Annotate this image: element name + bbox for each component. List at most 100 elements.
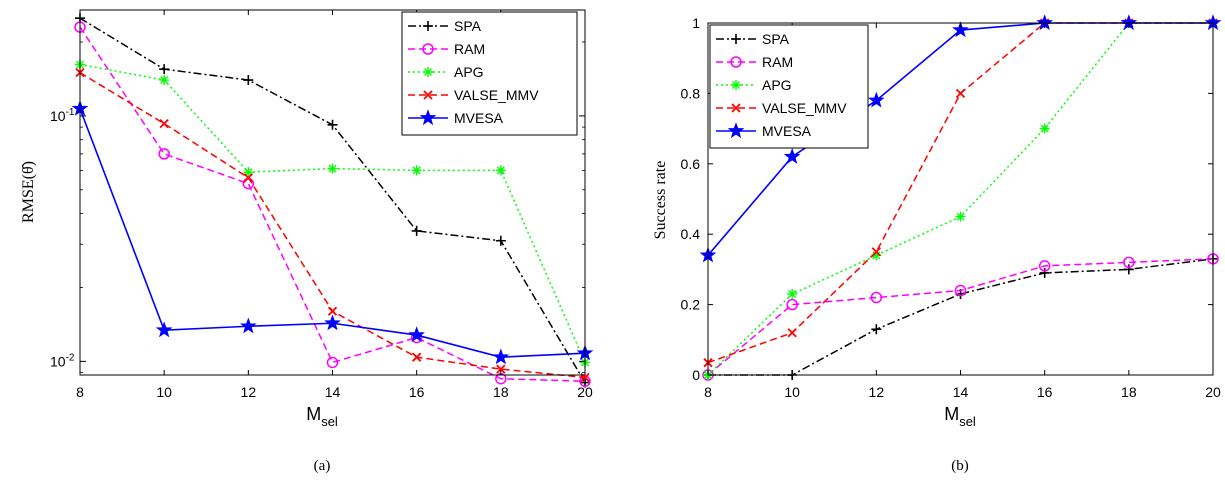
series-mvesa (71, 99, 594, 365)
data-point-ram (1038, 260, 1051, 272)
y-tick-label: 1 (692, 15, 700, 31)
legend-item-valse-mmv: VALSE_MMV (716, 100, 847, 116)
legend-b: SPA RAM APG VALSE_MMV MVESA (709, 24, 869, 149)
data-point-apg (243, 167, 254, 178)
data-point-ram (1123, 256, 1135, 269)
y-tick-label: 0.4 (681, 226, 701, 242)
data-point-apg (787, 289, 798, 300)
legend-item-ram: RAM (408, 41, 485, 57)
legend-item-apg: APG (716, 77, 792, 93)
data-point-spa (411, 225, 422, 236)
data-point-spa (1123, 264, 1134, 275)
legend-label: MVESA (762, 123, 812, 139)
legend-label: RAM (762, 54, 793, 70)
data-point-spa (1039, 267, 1050, 278)
series-line-ram (79, 26, 586, 382)
data-point-spa (495, 235, 506, 246)
data-point-mvesa (240, 317, 257, 334)
legend-a: SPA RAM APG VALSE_MMV MVESA (401, 11, 578, 136)
caption-b: (b) (951, 458, 969, 474)
data-point-mvesa (324, 314, 341, 331)
legend-item-spa: SPA (716, 31, 790, 47)
x-axis-label-a: Msel (306, 404, 338, 429)
data-point-valse-mmv (787, 328, 797, 338)
x-tick-label: 8 (704, 384, 712, 400)
axes-box-a (79, 9, 586, 376)
legend-label: APG (454, 64, 484, 80)
data-point-spa (159, 64, 170, 75)
legend-marker (731, 34, 741, 44)
x-tick-label: 14 (953, 384, 969, 400)
y-axis-label-a: RMSE(θ̂) (20, 161, 37, 223)
y-tick-label: 0.6 (681, 156, 701, 172)
legend-marker (730, 56, 742, 68)
legend-marker (727, 122, 745, 139)
legend-item-apg: APG (408, 64, 484, 80)
legend-item-ram: RAM (716, 54, 793, 70)
data-point-apg (327, 163, 338, 174)
data-point-apg (1039, 123, 1050, 134)
legend-label: RAM (454, 41, 485, 57)
axes-box-b (707, 22, 1214, 376)
x-tick-label: 16 (409, 384, 425, 400)
y-tick-label: 10-1 (50, 107, 75, 124)
caption-a: (a) (314, 458, 331, 474)
data-point-apg (411, 165, 422, 176)
legend-marker (423, 21, 433, 31)
legend-item-mvesa: MVESA (408, 109, 504, 126)
y-axis-label-b: Success rate (652, 161, 669, 240)
data-point-apg (871, 250, 882, 261)
data-point-mvesa (155, 321, 173, 338)
legend-item-spa: SPA (408, 18, 482, 34)
chart-panel-b: 8 10 12 14 16 18 20 0 0.2 0.4 0.6 0.8 1 Success rat… (652, 14, 1222, 474)
data-point-mvesa (408, 326, 425, 343)
x-tick-label: 18 (493, 384, 509, 400)
legend-marker (423, 67, 433, 77)
x-tick-label: 18 (1121, 384, 1137, 400)
legend-marker (423, 90, 433, 100)
x-tick-label: 12 (241, 384, 257, 400)
data-point-valse-mmv (412, 352, 422, 362)
x-tick-label: 8 (76, 384, 84, 400)
data-point-spa (327, 119, 338, 130)
legend-item-mvesa: MVESA (716, 122, 812, 139)
data-point-valse-mmv (871, 247, 881, 257)
x-tick-label: 14 (325, 384, 341, 400)
y-tick-label: 10-2 (50, 352, 75, 369)
x-tick-label: 12 (869, 384, 885, 400)
chart-panel-a: 8 10 12 14 16 18 20 10-2 10-1 RMSE(θ̂) Msel (a)… (20, 9, 594, 474)
data-point-valse-mmv (496, 364, 506, 374)
legend-label: VALSE_MMV (762, 100, 847, 116)
legend-label: APG (762, 77, 792, 93)
data-point-apg (955, 211, 966, 222)
data-point-ram (954, 284, 967, 297)
legend-marker (731, 80, 741, 90)
data-point-mvesa (492, 348, 510, 365)
data-point-valse-mmv (955, 88, 966, 99)
data-point-apg (495, 165, 506, 176)
data-point-spa (243, 75, 254, 86)
data-point-spa (871, 324, 882, 335)
x-axis-label-b: Msel (944, 404, 976, 429)
legend-marker (419, 109, 437, 126)
data-point-valse-mmv (243, 173, 253, 183)
legend-box (401, 11, 578, 136)
x-tick-label: 16 (1037, 384, 1053, 400)
data-point-valse-mmv (159, 118, 169, 129)
data-point-mvesa (783, 148, 801, 164)
data-point-ram (158, 148, 170, 160)
data-point-valse-mmv (327, 306, 338, 316)
x-tick-label: 20 (1205, 384, 1221, 400)
legend-label: SPA (762, 31, 790, 47)
y-tick-label: 0 (692, 367, 700, 383)
legend-item-valse-mmv: VALSE_MMV (408, 87, 539, 103)
x-tick-label: 10 (156, 384, 172, 400)
legend-marker (422, 43, 434, 55)
x-tick-label: 20 (577, 384, 593, 400)
legend-marker (731, 103, 741, 113)
data-point-ram (326, 356, 339, 369)
data-point-ram (786, 298, 798, 311)
y-tick-label: 0.8 (681, 85, 701, 101)
series-valse-mmv (75, 68, 590, 383)
